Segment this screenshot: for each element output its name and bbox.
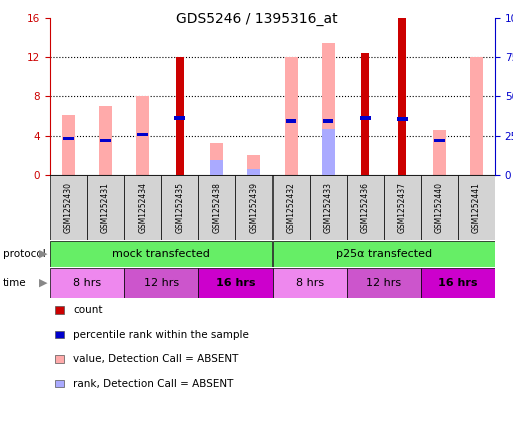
Bar	[247, 155, 261, 175]
Bar	[174, 116, 185, 120]
Text: GSM1252436: GSM1252436	[361, 182, 370, 233]
Bar	[421, 268, 495, 298]
Bar	[199, 175, 235, 240]
Bar	[210, 143, 223, 175]
Bar	[247, 169, 261, 175]
Bar	[199, 268, 272, 298]
Bar	[210, 160, 223, 175]
Bar	[361, 53, 369, 175]
Bar	[272, 268, 347, 298]
Text: percentile rank within the sample: percentile rank within the sample	[73, 330, 249, 340]
Bar	[347, 268, 421, 298]
Bar	[272, 175, 309, 240]
Text: ▶: ▶	[39, 278, 47, 288]
Bar	[62, 115, 75, 175]
Bar	[433, 130, 446, 175]
Text: p25α transfected: p25α transfected	[336, 249, 432, 259]
Bar	[323, 119, 333, 123]
Text: 16 hrs: 16 hrs	[438, 278, 478, 288]
Text: rank, Detection Call = ABSENT: rank, Detection Call = ABSENT	[73, 379, 233, 389]
Bar	[101, 139, 111, 143]
Bar	[272, 241, 495, 267]
Text: GSM1252438: GSM1252438	[212, 182, 222, 233]
Bar	[176, 57, 184, 175]
Text: 12 hrs: 12 hrs	[144, 278, 179, 288]
Text: GSM1252441: GSM1252441	[472, 182, 481, 233]
Bar	[50, 175, 87, 240]
Bar	[235, 175, 272, 240]
Text: ▶: ▶	[39, 249, 47, 259]
Bar	[124, 268, 199, 298]
Text: GSM1252437: GSM1252437	[398, 182, 407, 233]
Bar	[347, 175, 384, 240]
Text: GSM1252440: GSM1252440	[435, 182, 444, 233]
Bar	[322, 43, 334, 175]
Bar	[458, 175, 495, 240]
Text: mock transfected: mock transfected	[112, 249, 210, 259]
Bar	[286, 119, 297, 123]
Bar	[470, 57, 483, 175]
Text: 12 hrs: 12 hrs	[366, 278, 401, 288]
Bar	[50, 241, 272, 267]
Bar	[137, 133, 148, 137]
Text: GSM1252431: GSM1252431	[101, 182, 110, 233]
Text: 8 hrs: 8 hrs	[295, 278, 324, 288]
Bar	[397, 117, 408, 121]
Bar	[285, 57, 298, 175]
Bar	[434, 139, 445, 143]
Text: protocol: protocol	[3, 249, 45, 259]
Bar	[309, 175, 347, 240]
Bar	[398, 18, 406, 175]
Bar	[99, 106, 112, 175]
Text: value, Detection Call = ABSENT: value, Detection Call = ABSENT	[73, 354, 239, 364]
Text: 16 hrs: 16 hrs	[215, 278, 255, 288]
Text: GSM1252435: GSM1252435	[175, 182, 184, 233]
Text: GSM1252432: GSM1252432	[287, 182, 295, 233]
Text: time: time	[3, 278, 26, 288]
Text: GSM1252430: GSM1252430	[64, 182, 73, 233]
Text: 8 hrs: 8 hrs	[73, 278, 101, 288]
Bar	[161, 175, 199, 240]
Bar	[124, 175, 161, 240]
Text: count: count	[73, 305, 103, 315]
Bar	[322, 129, 334, 175]
Bar	[360, 116, 370, 120]
Bar	[63, 137, 74, 140]
Bar	[421, 175, 458, 240]
Text: GSM1252434: GSM1252434	[138, 182, 147, 233]
Bar	[50, 268, 124, 298]
Text: GSM1252433: GSM1252433	[324, 182, 332, 233]
Bar	[87, 175, 124, 240]
Bar	[384, 175, 421, 240]
Text: GSM1252439: GSM1252439	[249, 182, 259, 233]
Bar	[136, 96, 149, 175]
Text: GDS5246 / 1395316_at: GDS5246 / 1395316_at	[175, 12, 338, 26]
